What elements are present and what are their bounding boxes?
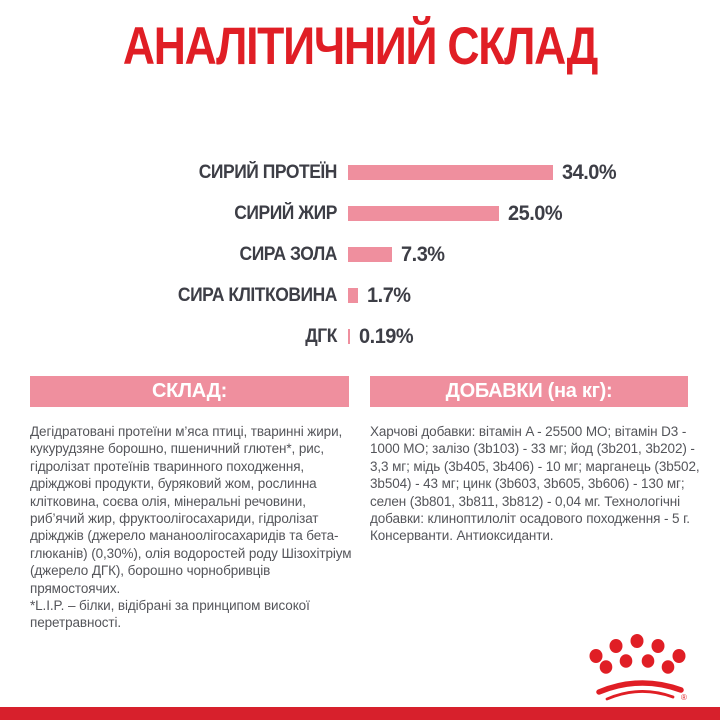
bar-value: 25.0% <box>507 201 563 225</box>
composition-text: Дегідратовані протеїни м’яса птиці, твар… <box>30 424 352 596</box>
registered-trademark: ® <box>681 693 687 702</box>
chart-row: СИРИЙ ЖИР 25.0% <box>0 193 720 234</box>
bar <box>348 247 393 262</box>
chart-row: СИРА КЛІТКОВИНА 1.7% <box>0 275 720 316</box>
bar-value: 0.19% <box>358 324 414 348</box>
composition-body: Дегідратовані протеїни м’яса птиці, твар… <box>30 423 357 632</box>
bar-label: СИРИЙ ПРОТЕЇН <box>198 161 338 183</box>
additives-text: Харчові добавки: вітамін A - 25500 МО; в… <box>370 424 700 544</box>
additives-section-header: ДОБАВКИ (на кг): <box>370 376 688 407</box>
analytical-chart: СИРИЙ ПРОТЕЇН 34.0% СИРИЙ ЖИР 25.0% СИРА… <box>0 152 720 357</box>
chart-row: СИРА ЗОЛА 7.3% <box>0 234 720 275</box>
royal-canin-crown-icon: ® <box>589 634 687 702</box>
bar <box>348 329 350 344</box>
chart-row: ДГК 0.19% <box>0 316 720 357</box>
page-title: АНАЛІТИЧНИЙ СКЛАД <box>122 17 599 76</box>
additives-body: Харчові добавки: вітамін A - 25500 МО; в… <box>370 423 700 545</box>
bar-label: СИРА КЛІТКОВИНА <box>177 284 338 306</box>
bar-value: 34.0% <box>562 160 617 184</box>
chart-row: СИРИЙ ПРОТЕЇН 34.0% <box>0 152 720 193</box>
lip-footnote: *L.I.P. – білки, відібрані за принципом … <box>30 598 310 631</box>
bar-value: 7.3% <box>401 242 445 266</box>
composition-section-header: СКЛАД: <box>30 376 349 407</box>
bar-label: СИРИЙ ЖИР <box>234 202 337 224</box>
footer-red-bar <box>0 707 720 720</box>
bar <box>348 165 554 180</box>
bar-label: ДГК <box>305 325 337 347</box>
bar <box>348 206 499 221</box>
bar-label: СИРА ЗОЛА <box>239 243 338 265</box>
bar <box>348 288 359 303</box>
bar-value: 1.7% <box>367 283 411 307</box>
